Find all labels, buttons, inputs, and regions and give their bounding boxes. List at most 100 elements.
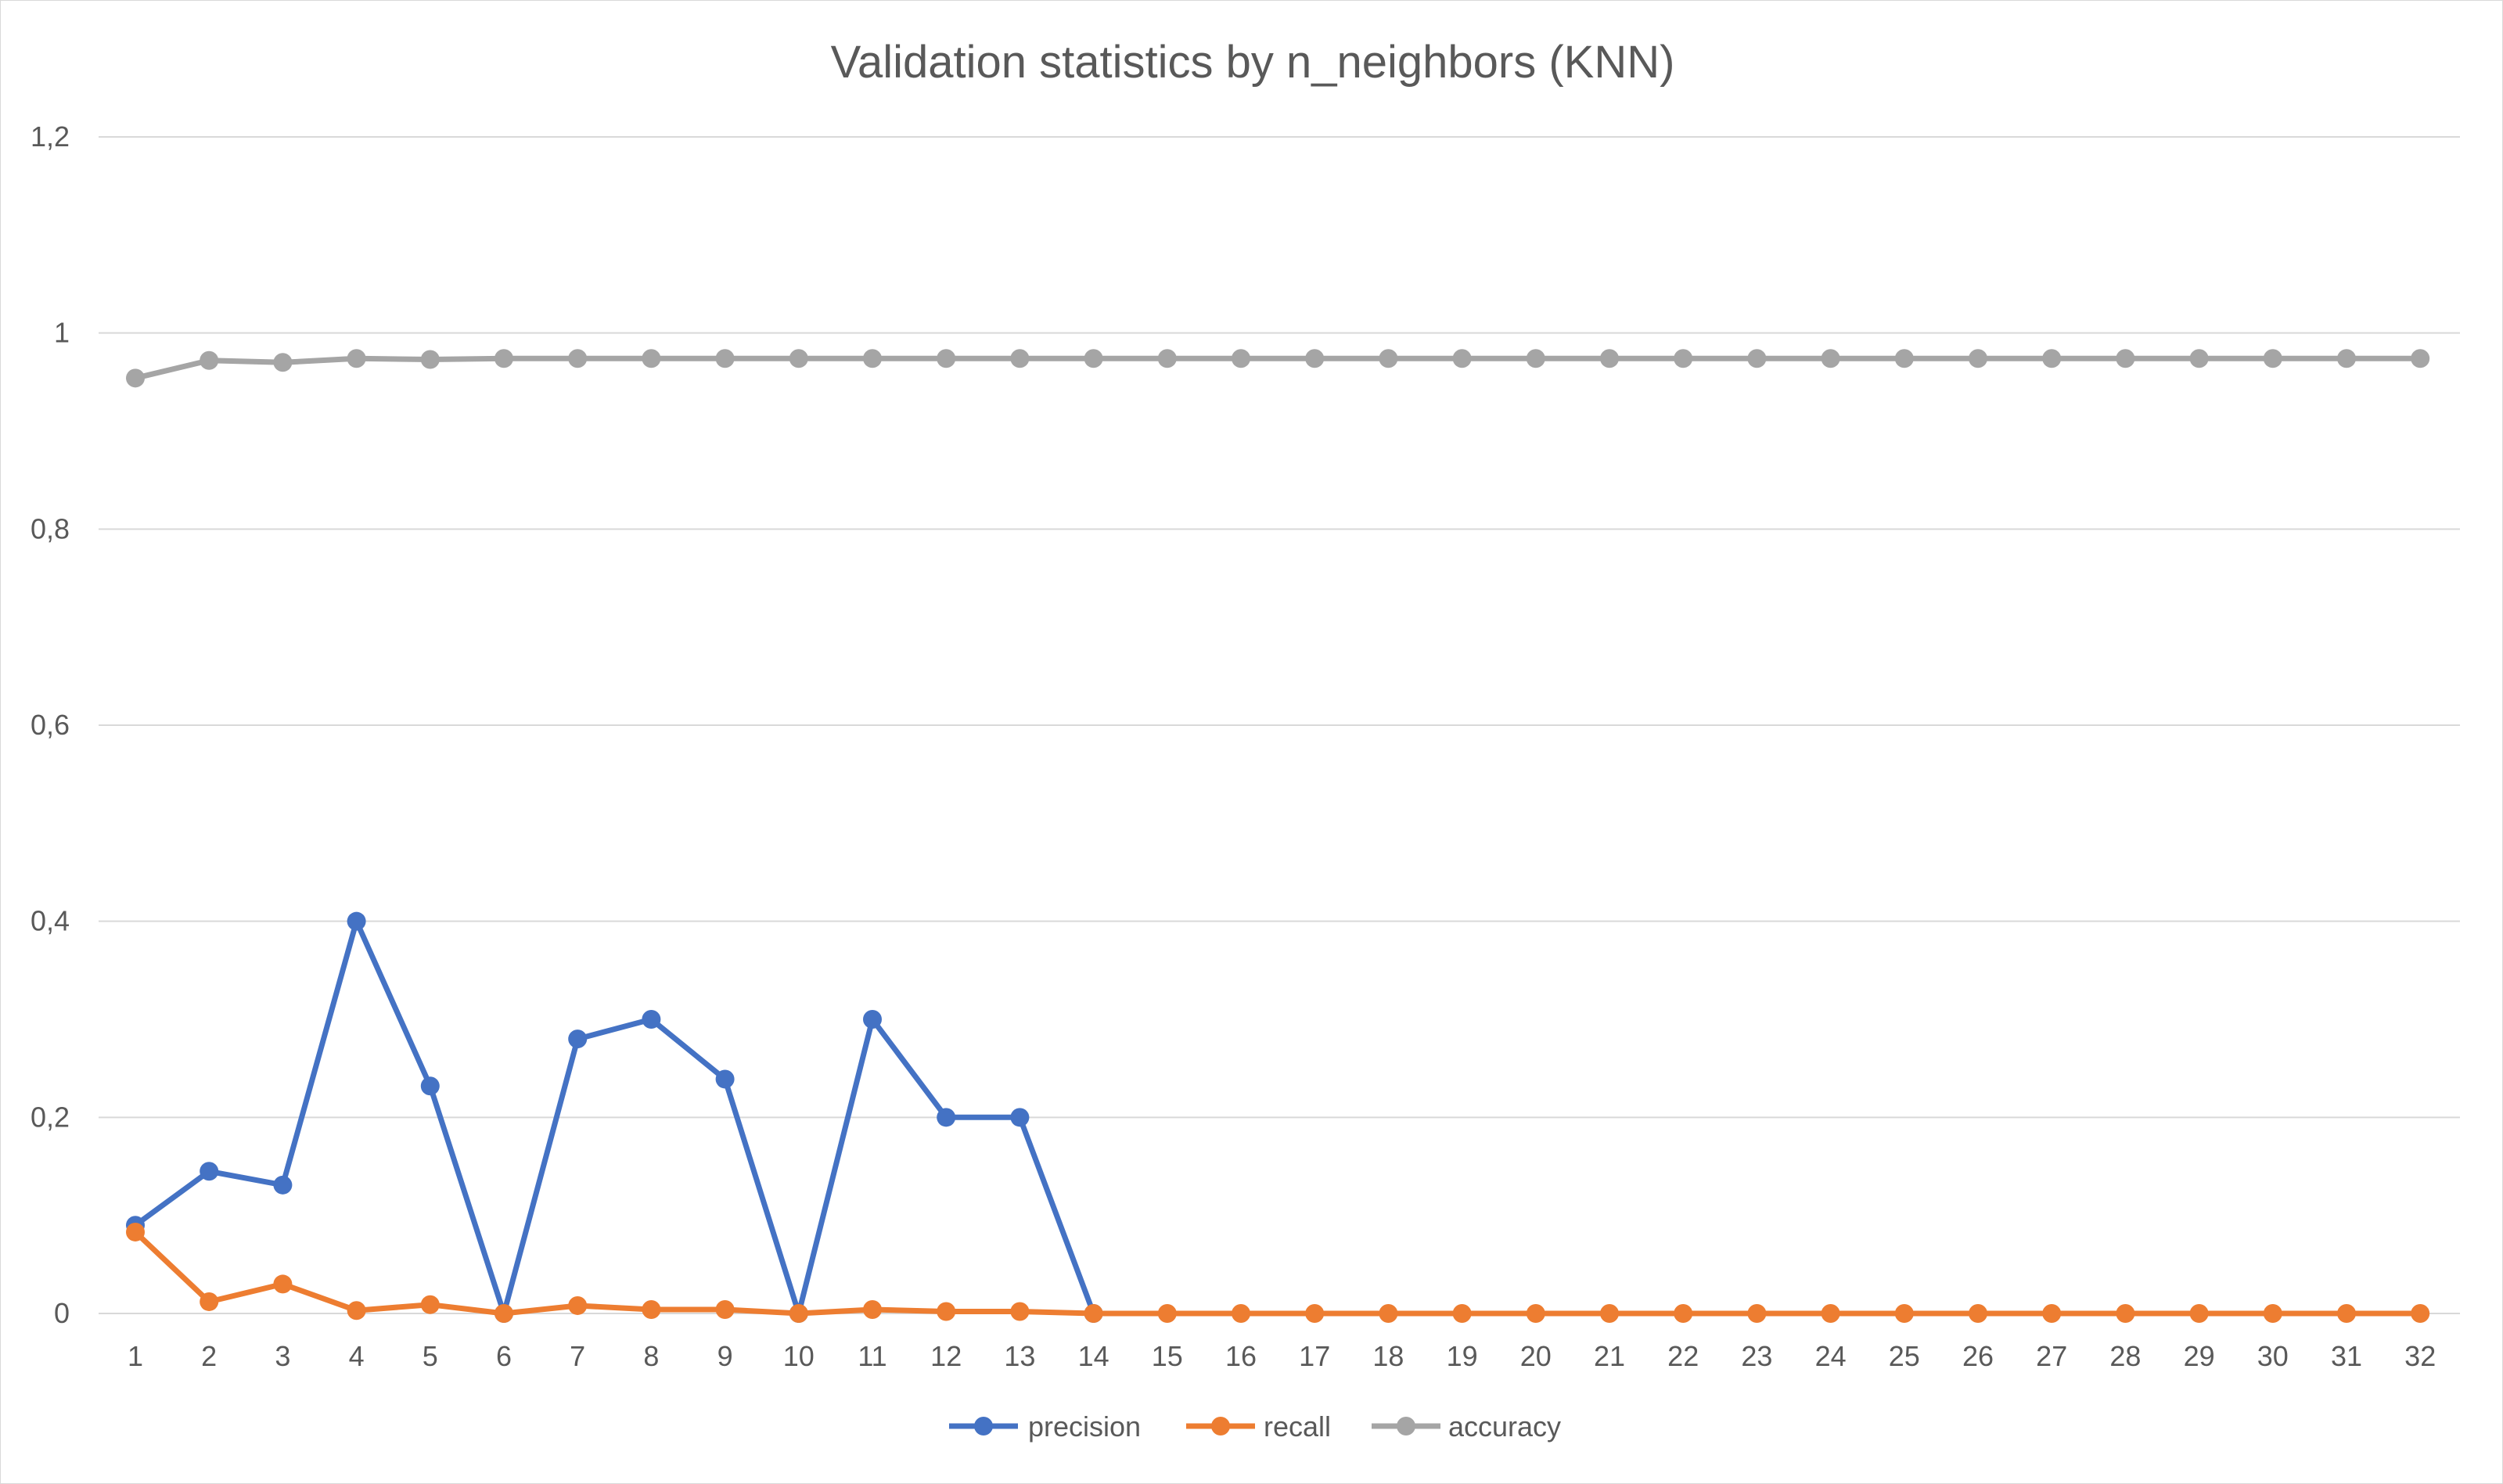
data-point-accuracy [1379,349,1398,368]
y-tick-label: 0,6 [31,709,70,741]
data-point-precision [937,1108,956,1127]
data-point-accuracy [273,353,293,372]
x-tick-label: 1 [128,1340,143,1372]
data-point-precision [273,1175,293,1195]
data-point-recall [1600,1304,1619,1323]
y-tick-label: 0,2 [31,1101,70,1133]
y-axis-ticks: 0 0,2 0,4 0,6 0,8 1 1,2 [31,120,70,1329]
x-tick-label: 3 [275,1340,290,1372]
x-tick-label: 12 [930,1340,962,1372]
x-tick-label: 21 [1594,1340,1625,1372]
series-line-recall [132,1229,2423,1317]
data-point-recall [2116,1304,2135,1323]
x-tick-label: 11 [858,1340,886,1372]
data-point-recall [1305,1304,1325,1323]
data-point-recall [2189,1304,2209,1323]
data-point-recall [642,1299,661,1319]
data-point-accuracy [1821,349,1840,368]
data-point-recall [1747,1304,1767,1323]
data-point-precision [420,1076,440,1096]
legend-label: recall [1264,1410,1331,1443]
series-recall [126,1222,2430,1323]
data-point-recall [1452,1304,1472,1323]
legend-point-marker [1397,1417,1415,1435]
data-point-recall [1379,1304,1398,1323]
data-point-recall [2263,1304,2282,1323]
x-tick-label: 27 [2036,1340,2067,1372]
data-point-precision [1010,1108,1030,1127]
data-point-accuracy [1010,349,1030,368]
series-line-precision [132,918,1097,1317]
data-point-accuracy [420,350,440,369]
data-point-recall [347,1301,366,1321]
chart-title: Validation statistics by n_neighbors (KN… [831,37,1675,88]
legend-item-precision: precision [949,1410,1141,1443]
data-point-accuracy [1452,349,1472,368]
data-point-accuracy [347,349,366,368]
data-point-accuracy [1747,349,1767,368]
data-point-accuracy [789,349,808,368]
x-tick-label: 30 [2257,1340,2289,1372]
data-point-accuracy [200,350,219,370]
y-tick-label: 1 [54,317,70,349]
x-tick-label: 14 [1078,1340,1109,1372]
data-point-recall [789,1304,808,1323]
x-tick-label: 7 [570,1340,585,1372]
x-tick-label: 24 [1815,1340,1847,1372]
data-point-precision [200,1162,219,1181]
x-tick-label: 28 [2109,1340,2141,1372]
legend: precision recall accuracy [949,1410,1561,1443]
data-point-recall [1157,1304,1177,1323]
data-point-accuracy [494,349,513,368]
data-point-recall [1674,1304,1693,1323]
data-point-recall [2337,1304,2356,1323]
data-point-recall [273,1274,293,1294]
data-point-recall [1232,1304,1250,1323]
x-tick-label: 18 [1372,1340,1404,1372]
x-tick-label: 6 [496,1340,512,1372]
data-point-recall [863,1299,882,1319]
data-point-precision [863,1010,882,1029]
legend-item-accuracy: accuracy [1372,1410,1561,1443]
data-point-accuracy [642,349,661,368]
data-point-recall [126,1222,145,1241]
x-tick-label: 5 [423,1340,438,1372]
data-point-precision [568,1029,588,1049]
data-point-accuracy [937,349,956,368]
data-point-accuracy [1232,349,1250,368]
data-point-recall [2042,1304,2062,1323]
data-point-accuracy [1674,349,1693,368]
x-tick-label: 17 [1299,1340,1330,1372]
data-point-recall [568,1295,588,1315]
x-tick-label: 10 [783,1340,815,1372]
data-point-recall [200,1292,219,1311]
x-tick-label: 15 [1152,1340,1183,1372]
x-tick-label: 8 [643,1340,659,1372]
data-point-recall [1084,1304,1103,1323]
data-point-recall [715,1299,735,1319]
legend-point-marker [974,1417,993,1435]
y-tick-label: 1,2 [31,120,70,153]
data-point-recall [420,1295,440,1314]
legend-item-recall: recall [1186,1410,1331,1443]
x-tick-label: 29 [2184,1340,2215,1372]
data-point-accuracy [1969,349,1987,368]
x-axis-ticks: 1 2 3 4 5 6 7 8 9 10 11 12 13 14 15 16 17 18 19 20 21 22 23 24 2… [128,1340,2436,1372]
x-tick-label: 23 [1741,1340,1772,1372]
x-tick-label: 22 [1667,1340,1699,1372]
data-point-accuracy [2042,349,2062,368]
x-tick-label: 32 [2404,1340,2436,1372]
data-point-accuracy [1084,349,1103,368]
x-tick-label: 20 [1520,1340,1552,1372]
gridlines [99,136,2460,1314]
data-point-accuracy [715,349,735,368]
series-line-accuracy [132,355,2423,381]
data-point-accuracy [568,349,588,368]
data-point-precision [642,1010,661,1029]
data-point-accuracy [2411,349,2430,368]
x-tick-label: 26 [1962,1340,1994,1372]
data-point-accuracy [2337,349,2356,368]
data-point-accuracy [2116,349,2135,368]
